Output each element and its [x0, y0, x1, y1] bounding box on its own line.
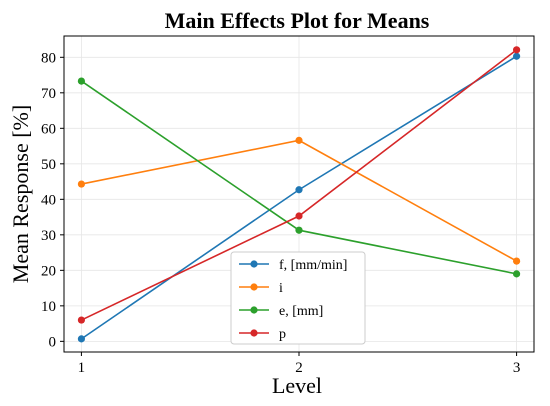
data-point [77, 180, 86, 188]
y-axis-label: Mean Response [%] [8, 105, 33, 283]
y-tick-label: 10 [41, 299, 56, 315]
y-tick-label: 20 [41, 263, 56, 279]
y-tick-label: 50 [41, 157, 56, 173]
legend: f, [mm/min] i e, [mm] p [230, 251, 366, 345]
data-point [77, 77, 86, 85]
data-point [512, 257, 521, 265]
y-tick-label: 70 [41, 86, 56, 102]
legend-label: e, [mm] [279, 304, 323, 319]
data-point [295, 136, 303, 144]
legend-marker [250, 329, 258, 337]
data-point [77, 335, 86, 343]
y-tick-label: 40 [41, 192, 56, 208]
x-axis-label: Level [272, 373, 322, 398]
axis-ticks: 0 10 20 30 40 50 60 70 80 1 2 3 [41, 50, 520, 376]
data-point [295, 212, 303, 220]
legend-marker [250, 283, 258, 291]
chart-title: Main Effects Plot for Means [165, 8, 430, 33]
x-tick-label: 3 [513, 360, 521, 376]
y-tick-label: 80 [41, 50, 56, 66]
legend-label: f, [mm/min] [279, 258, 347, 273]
data-point [77, 316, 86, 324]
data-point [512, 270, 521, 278]
y-tick-label: 60 [41, 121, 56, 137]
data-point [295, 186, 303, 194]
legend-label: p [279, 327, 286, 342]
data-point [295, 226, 303, 234]
legend-marker [250, 306, 258, 314]
x-tick-label: 2 [295, 360, 303, 376]
data-point [512, 46, 521, 54]
x-tick-label: 1 [78, 360, 86, 376]
series-lines [77, 46, 521, 343]
legend-box [230, 251, 366, 345]
legend-label: i [279, 281, 283, 296]
y-tick-label: 30 [41, 228, 56, 244]
data-point [512, 52, 521, 60]
y-tick-label: 0 [49, 334, 57, 350]
legend-marker [250, 260, 258, 268]
grid [64, 36, 534, 352]
